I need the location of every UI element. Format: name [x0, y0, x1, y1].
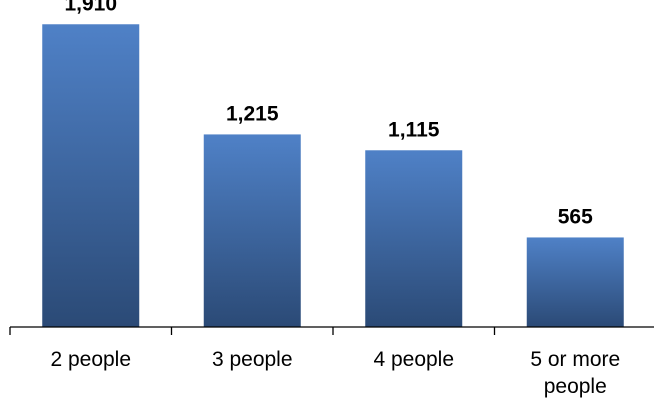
category-label: 2 people	[50, 348, 131, 371]
category-label-line: 3 people	[212, 348, 293, 371]
bars-group	[42, 24, 624, 327]
bar-value-label: 1,910	[64, 0, 117, 15]
category-label: 4 people	[373, 348, 454, 371]
category-label: 3 people	[212, 348, 293, 371]
category-label-line: 4 people	[373, 348, 454, 371]
category-labels-group: 2 people 3 people 4 people 5 or more people	[50, 348, 620, 398]
bar	[203, 134, 301, 327]
bar-value-label: 1,215	[226, 102, 279, 125]
x-axis	[9, 326, 654, 335]
bar	[526, 237, 624, 327]
category-label-line: 5 or more	[530, 348, 620, 371]
bar-value-label: 1,115	[388, 118, 440, 141]
bar-value-label: 565	[558, 205, 593, 228]
category-label-line: people	[544, 375, 607, 398]
value-labels-group: 1,910 1,215 1,115 565	[64, 0, 593, 228]
category-label: 5 or more people	[530, 348, 620, 398]
category-label-line: 2 people	[50, 348, 131, 371]
bar	[365, 150, 463, 327]
bar	[42, 24, 140, 327]
